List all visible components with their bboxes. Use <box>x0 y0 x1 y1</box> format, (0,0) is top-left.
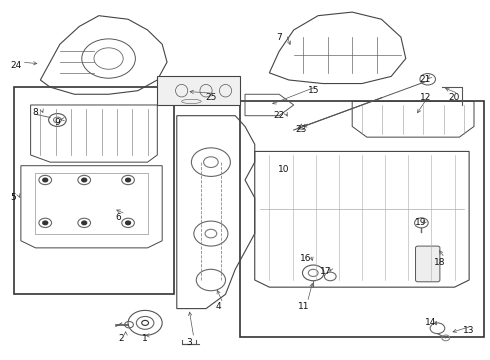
Text: 6: 6 <box>116 213 121 222</box>
Text: 5: 5 <box>11 193 17 202</box>
Circle shape <box>125 178 130 182</box>
Circle shape <box>82 221 87 225</box>
Text: 18: 18 <box>434 258 445 267</box>
Text: 19: 19 <box>415 219 426 228</box>
Text: 16: 16 <box>300 254 312 263</box>
Text: 21: 21 <box>419 76 431 85</box>
Bar <box>240 102 484 337</box>
FancyBboxPatch shape <box>157 76 240 105</box>
Text: 22: 22 <box>273 111 285 120</box>
Text: 8: 8 <box>33 108 38 117</box>
Text: 24: 24 <box>10 61 22 70</box>
Circle shape <box>43 178 48 182</box>
Text: 3: 3 <box>186 338 192 347</box>
Text: 23: 23 <box>295 126 307 135</box>
Circle shape <box>43 221 48 225</box>
Text: 17: 17 <box>319 267 331 276</box>
Text: 4: 4 <box>216 302 221 311</box>
Circle shape <box>82 178 87 182</box>
Text: 2: 2 <box>118 334 123 343</box>
Circle shape <box>125 221 130 225</box>
Text: 11: 11 <box>298 302 309 311</box>
Text: 15: 15 <box>307 86 319 95</box>
Bar <box>14 87 174 294</box>
Text: 12: 12 <box>419 93 431 102</box>
FancyBboxPatch shape <box>416 246 440 282</box>
Text: 7: 7 <box>276 33 282 42</box>
Text: 14: 14 <box>424 318 436 327</box>
Text: 1: 1 <box>142 334 148 343</box>
Text: 25: 25 <box>205 93 217 102</box>
Text: 9: 9 <box>54 118 60 127</box>
Text: 10: 10 <box>278 165 290 174</box>
Text: 20: 20 <box>449 93 460 102</box>
Text: 13: 13 <box>464 325 475 334</box>
